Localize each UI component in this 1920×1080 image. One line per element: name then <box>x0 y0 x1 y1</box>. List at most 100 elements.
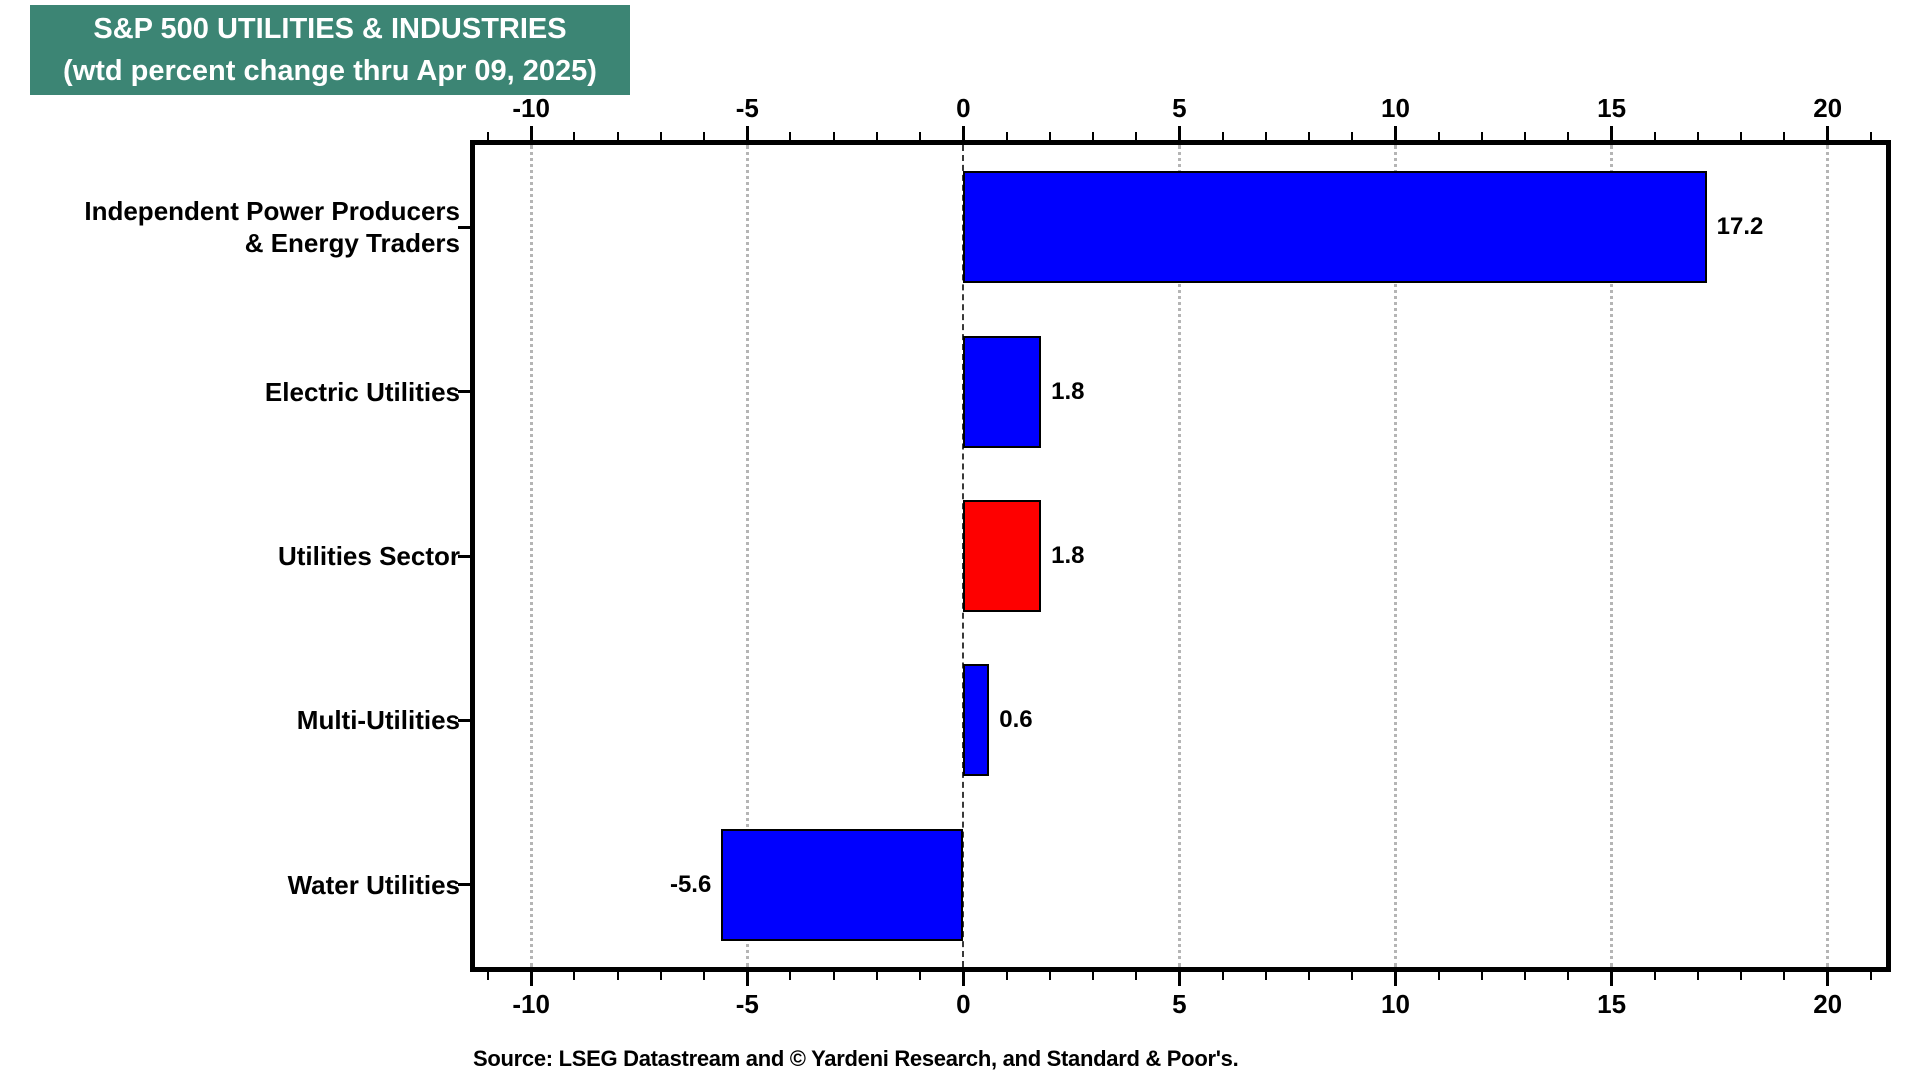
top-axis-tick <box>573 132 576 140</box>
top-axis-tick <box>1005 132 1008 140</box>
bottom-axis-tick <box>616 972 619 980</box>
bar-3 <box>963 500 1042 612</box>
bottom-axis-tick <box>1480 972 1483 980</box>
top-axis-tick <box>1567 132 1570 140</box>
bottom-axis-tick <box>486 972 489 980</box>
category-label: Electric Utilities <box>264 376 460 407</box>
bottom-axis-tick <box>919 972 922 980</box>
chart-subtitle: (wtd percent change thru Apr 09, 2025) <box>63 55 597 87</box>
category-tick <box>458 718 470 722</box>
top-axis-tick-label: 10 <box>1381 93 1410 123</box>
top-axis-tick <box>961 126 965 140</box>
top-axis-tick-label: -5 <box>735 93 759 123</box>
bottom-axis-tick-label: 5 <box>1172 989 1187 1019</box>
bottom-axis-tick-label: 20 <box>1813 989 1843 1019</box>
bar-4 <box>963 664 990 777</box>
top-axis-tick <box>659 132 662 140</box>
top-axis-tick <box>1480 132 1483 140</box>
top-axis-tick <box>1351 132 1354 140</box>
bottom-axis-tick <box>1783 972 1786 980</box>
top-axis-tick <box>1308 132 1311 140</box>
source-note: Source: LSEG Datastream and © Yardeni Re… <box>473 1046 1239 1071</box>
bar-value-label: 1.8 <box>1051 542 1085 569</box>
top-axis-tick <box>832 132 835 140</box>
top-axis-tick <box>1135 132 1138 140</box>
bottom-axis-tick-label: -10 <box>512 989 550 1019</box>
category-label: Utilities Sector <box>277 541 460 571</box>
bottom-axis-tick <box>1869 972 1872 980</box>
top-axis-tick-label: 20 <box>1813 93 1843 123</box>
bottom-axis-tick <box>961 972 965 986</box>
bottom-axis-tick <box>1135 972 1138 980</box>
bar-1 <box>963 171 1707 284</box>
bottom-axis-tick <box>1264 972 1267 980</box>
bar-value-label: 0.6 <box>999 706 1033 734</box>
bottom-axis-tick <box>1653 972 1656 980</box>
bottom-axis-tick <box>1308 972 1311 980</box>
top-axis-tick <box>1048 132 1051 140</box>
top-axis-tick <box>1091 132 1094 140</box>
top-axis-tick <box>1177 126 1181 140</box>
bottom-axis-tick-label: 15 <box>1597 989 1627 1019</box>
category-label: Multi-Utilities <box>296 705 460 736</box>
bar-value-label: 17.2 <box>1716 213 1764 241</box>
bottom-axis-tick <box>529 972 533 986</box>
gridline <box>745 145 749 967</box>
bottom-axis-tick <box>1567 972 1570 980</box>
bottom-axis-tick <box>1524 972 1527 980</box>
category-label: Independent Power Producers & Energy Tra… <box>84 196 460 259</box>
top-axis-tick <box>919 132 922 140</box>
bottom-axis-tick <box>1351 972 1354 980</box>
bottom-axis-tick <box>1697 972 1699 980</box>
category-tick <box>458 390 470 394</box>
chart-title: S&P 500 UTILITIES & INDUSTRIES <box>93 13 567 45</box>
top-axis-tick <box>745 126 749 140</box>
top-axis-tick <box>1437 132 1440 140</box>
bar-value-label: -5.6 <box>669 870 712 898</box>
bottom-axis-tick-label: 0 <box>956 989 971 1019</box>
top-axis-tick <box>789 132 792 140</box>
bottom-axis-tick <box>1826 972 1830 986</box>
gridline <box>1393 145 1397 967</box>
bottom-axis-tick <box>659 972 662 980</box>
top-axis-tick <box>703 132 706 140</box>
bottom-axis-tick <box>1048 972 1051 980</box>
bottom-axis-tick <box>1437 972 1440 980</box>
top-axis-tick <box>875 132 878 140</box>
gridline <box>1610 145 1614 967</box>
top-axis-tick <box>1221 132 1224 140</box>
top-axis-tick <box>1697 132 1699 140</box>
bottom-axis-tick <box>703 972 706 980</box>
top-axis-tick <box>1393 126 1397 140</box>
gridline <box>1177 145 1181 967</box>
bottom-axis-tick <box>1610 972 1614 986</box>
top-axis-tick <box>486 132 489 140</box>
top-axis-tick <box>1826 126 1830 140</box>
bottom-axis-tick <box>573 972 576 980</box>
bottom-axis-tick <box>1393 972 1397 986</box>
top-axis-tick <box>1653 132 1656 140</box>
top-axis-tick <box>1264 132 1267 140</box>
category-tick <box>458 225 470 229</box>
bar-2 <box>963 335 1042 448</box>
top-axis-tick <box>616 132 619 140</box>
bottom-axis-tick <box>832 972 835 980</box>
top-axis-tick-label: 15 <box>1597 93 1627 123</box>
bottom-axis-tick <box>1221 972 1224 980</box>
chart-title-box: S&P 500 UTILITIES & INDUSTRIES (wtd perc… <box>30 5 630 95</box>
bottom-axis-tick <box>1091 972 1094 980</box>
bottom-axis-tick <box>789 972 792 980</box>
category-label: Water Utilities <box>287 869 460 900</box>
bottom-axis-tick-label: -5 <box>735 989 759 1019</box>
category-tick <box>458 883 470 887</box>
plot-frame <box>470 140 1891 972</box>
gridline <box>1826 145 1830 967</box>
top-axis-tick <box>1869 132 1872 140</box>
top-axis-tick-label: -10 <box>512 93 550 123</box>
bottom-axis-tick <box>1740 972 1743 980</box>
top-axis-tick <box>529 126 533 140</box>
top-axis-tick-label: 0 <box>956 93 971 123</box>
top-axis-tick <box>1610 126 1614 140</box>
